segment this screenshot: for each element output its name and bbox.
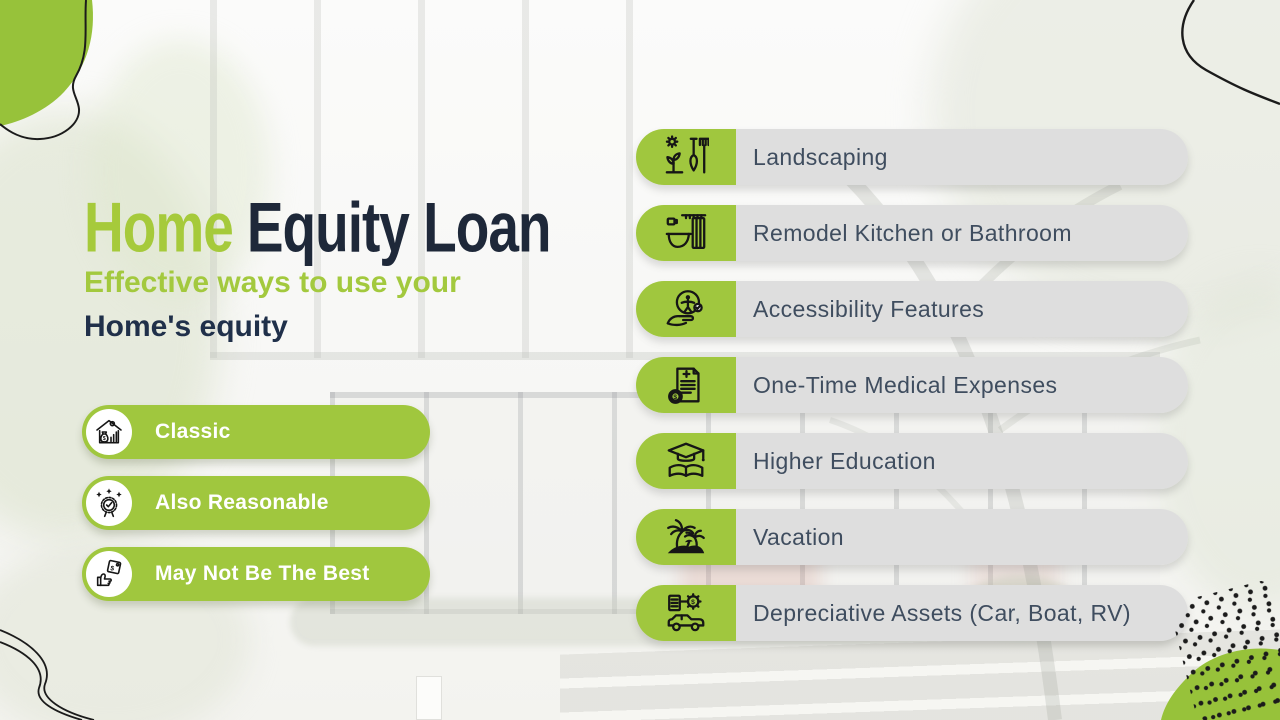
category-label: Also Reasonable	[155, 491, 329, 514]
use-label: Landscaping	[753, 143, 888, 170]
title-words-equity-loan: Equity Loan	[246, 187, 552, 267]
higher-education-icon	[636, 433, 736, 489]
svg-text:$: $	[110, 565, 115, 573]
category-pill-classic: $ Classic	[82, 405, 430, 459]
palm-island-icon	[636, 509, 736, 565]
medical-expenses-icon: $	[636, 357, 736, 413]
use-label: Accessibility Features	[753, 295, 985, 322]
use-row-accessibility: Accessibility Features	[636, 281, 1188, 337]
award-badge-icon	[86, 480, 132, 526]
use-row-depreciative-assets: $ Depreciative Assets (Car, Boat, RV)	[636, 585, 1188, 641]
house-savings-icon: $	[86, 409, 132, 455]
category-pill-may-not-be-best: $ May Not Be The Best	[82, 547, 430, 601]
category-label: May Not Be The Best	[155, 562, 370, 585]
use-row-medical: $ One-Time Medical Expenses	[636, 357, 1188, 413]
subtitle-line1: Effective ways to use your	[84, 266, 461, 299]
svg-text:$: $	[673, 394, 677, 401]
svg-text:$: $	[691, 599, 695, 606]
landscaping-icon	[636, 129, 736, 185]
thumbs-up-price-tag-icon: $	[86, 551, 132, 597]
use-label: One-Time Medical Expenses	[753, 371, 1058, 398]
use-label: Higher Education	[753, 447, 936, 474]
category-label: Classic	[155, 420, 231, 443]
use-label: Remodel Kitchen or Bathroom	[753, 219, 1072, 246]
title-word-home: Home	[84, 187, 234, 267]
use-row-vacation: Vacation	[636, 509, 1188, 565]
svg-text:$: $	[103, 436, 106, 442]
category-pill-also-reasonable: Also Reasonable	[82, 476, 430, 530]
use-row-landscaping: Landscaping	[636, 129, 1188, 185]
subtitle-line2: Home's equity	[84, 310, 288, 343]
bathroom-remodel-icon	[636, 205, 736, 261]
car-assets-icon: $	[636, 585, 736, 641]
page-title: Home Equity Loan	[84, 186, 552, 268]
use-label: Vacation	[753, 523, 844, 550]
accessibility-icon	[636, 281, 736, 337]
use-row-education: Higher Education	[636, 433, 1188, 489]
use-label: Depreciative Assets (Car, Boat, RV)	[753, 599, 1131, 626]
use-row-remodel: Remodel Kitchen or Bathroom	[636, 205, 1188, 261]
